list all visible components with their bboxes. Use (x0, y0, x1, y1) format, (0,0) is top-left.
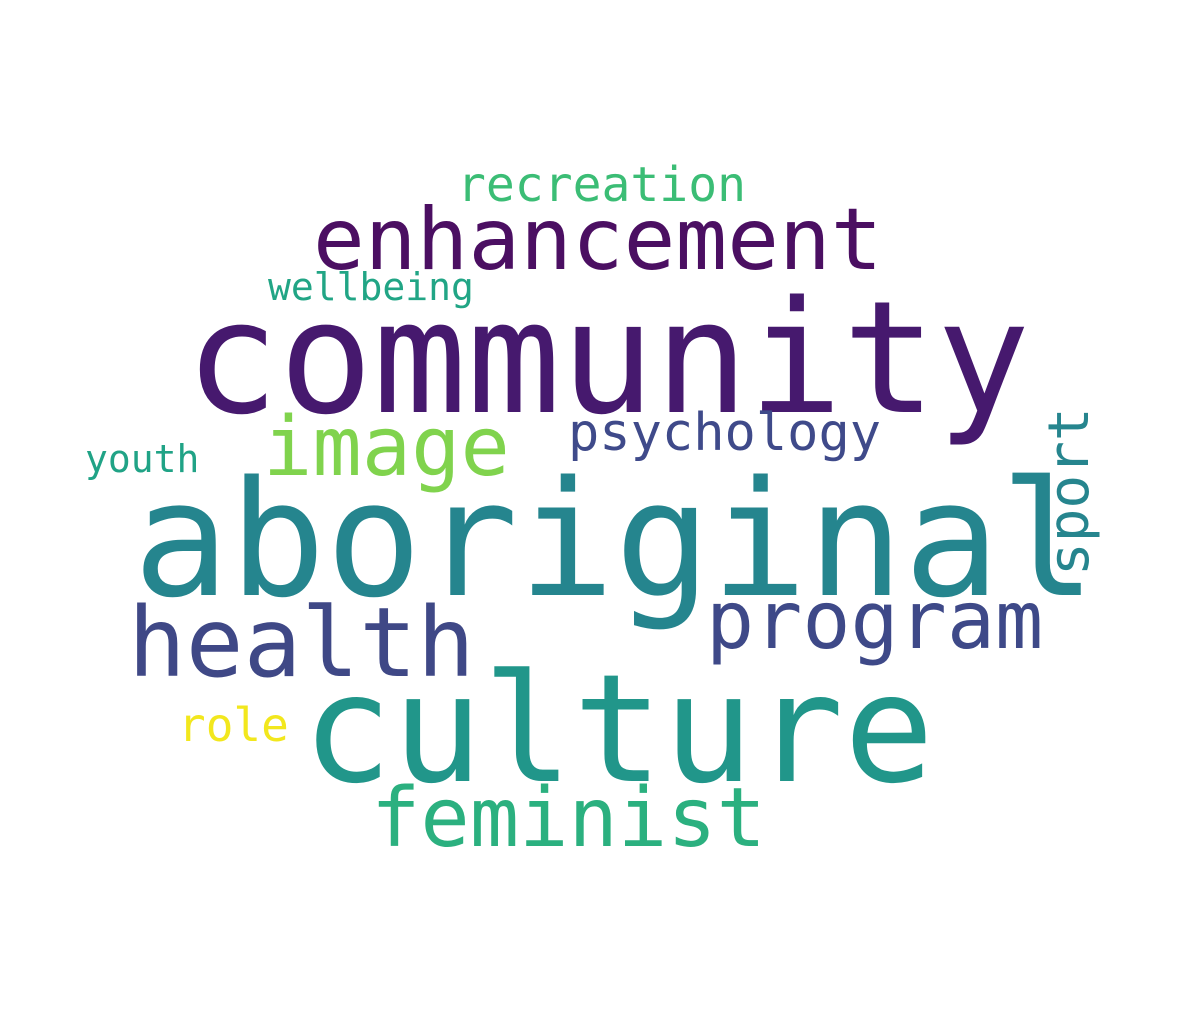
word-youth: youth (85, 437, 200, 481)
word-community: community (185, 267, 1031, 449)
word-wellbeing: wellbeing (268, 265, 474, 309)
word-recreation: recreation (457, 157, 746, 213)
word-image: image (263, 400, 510, 495)
word-program: program (706, 574, 1044, 667)
word-sport: sport (1037, 407, 1102, 576)
word-feminist: feminist (371, 771, 766, 866)
word-culture: culture (302, 643, 935, 817)
word-enhancement: enhancement (313, 190, 883, 290)
word-role: role (178, 698, 289, 752)
word-psychology: psychology (568, 403, 882, 463)
word-aboriginal: aboriginal (133, 446, 1097, 633)
word-health: health (128, 587, 475, 699)
